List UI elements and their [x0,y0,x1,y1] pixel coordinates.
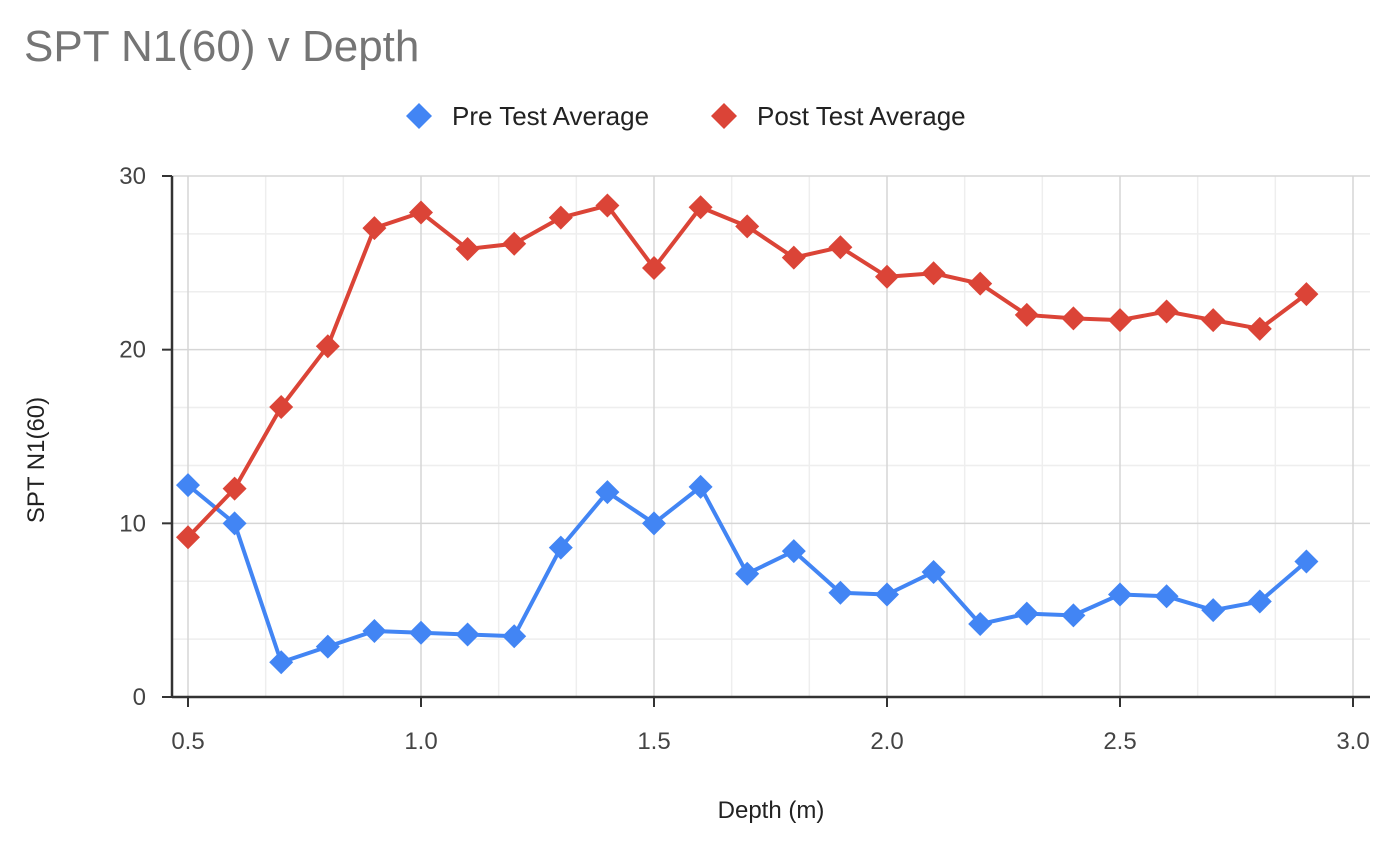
axes [162,175,1370,707]
data-point [1294,282,1319,307]
data-point [315,334,340,359]
data-point [1061,603,1086,628]
data-point [828,580,853,605]
data-point [781,539,806,564]
data-point [1247,316,1272,341]
data-point [222,476,247,501]
data-point [455,236,480,261]
series-0 [176,473,1319,675]
data-point [688,474,713,499]
data-point [921,559,946,584]
y-tick-label: 30 [119,163,146,190]
data-point [1108,582,1132,607]
data-point [315,634,340,659]
x-tick-label: 0.5 [171,728,204,755]
y-tick-label: 0 [133,684,146,711]
y-tick-label: 20 [119,337,146,364]
legend-marker [406,103,432,129]
data-point [921,261,946,286]
data-point [1201,308,1226,333]
data-point [548,535,573,560]
data-point [1201,598,1226,623]
x-tick-label: 2.0 [870,728,903,755]
data-point [502,624,527,649]
data-point [362,216,387,241]
data-point [688,195,713,220]
grid [172,175,1370,698]
legend-label: Post Test Average [757,101,966,131]
legend: Pre Test Average Post Test Average [406,101,966,131]
data-point [409,620,433,645]
data-point [548,205,573,230]
legend-label: Pre Test Average [452,101,649,131]
data-point [409,200,433,225]
data-point [968,271,993,296]
series-line [186,203,1308,539]
data-point [595,193,620,218]
data-point [875,264,899,289]
series-1 [176,193,1319,550]
chart-title: SPT N1(60) v Depth [24,22,420,71]
legend-marker [711,103,737,129]
data-point [781,245,806,270]
data-point [455,622,480,647]
data-point [1247,589,1272,614]
data-point [269,650,294,675]
data-point [269,394,294,419]
data-point [1154,299,1179,324]
data-point [502,231,527,256]
x-axis-label: Depth (m) [718,797,825,824]
data-point [595,480,620,505]
data-point [1014,302,1039,327]
x-tick-label: 3.0 [1336,728,1369,755]
y-axis-label: SPT N1(60) [23,397,50,523]
x-tick-label: 1.0 [404,728,437,755]
data-point [176,525,200,550]
data-point [735,561,760,586]
data-point [1108,308,1132,333]
data-point [1294,549,1319,574]
tick-labels: 0.5 1.0 1.5 2.0 2.5 3.0 0 10 20 30 [119,163,1369,755]
data-point [968,612,993,637]
data-point [735,214,760,239]
data-point [362,619,387,644]
data-point [828,235,853,260]
data-point [222,511,247,536]
data-point [875,582,899,607]
data-point [642,511,666,536]
data-point [642,256,666,281]
x-tick-label: 2.5 [1103,728,1136,755]
data-point [1061,306,1086,331]
data-point [1154,584,1179,609]
x-tick-label: 1.5 [637,728,670,755]
data-point [1014,601,1039,626]
y-tick-label: 10 [119,510,146,537]
series-layer [176,193,1319,675]
data-point [176,473,200,498]
